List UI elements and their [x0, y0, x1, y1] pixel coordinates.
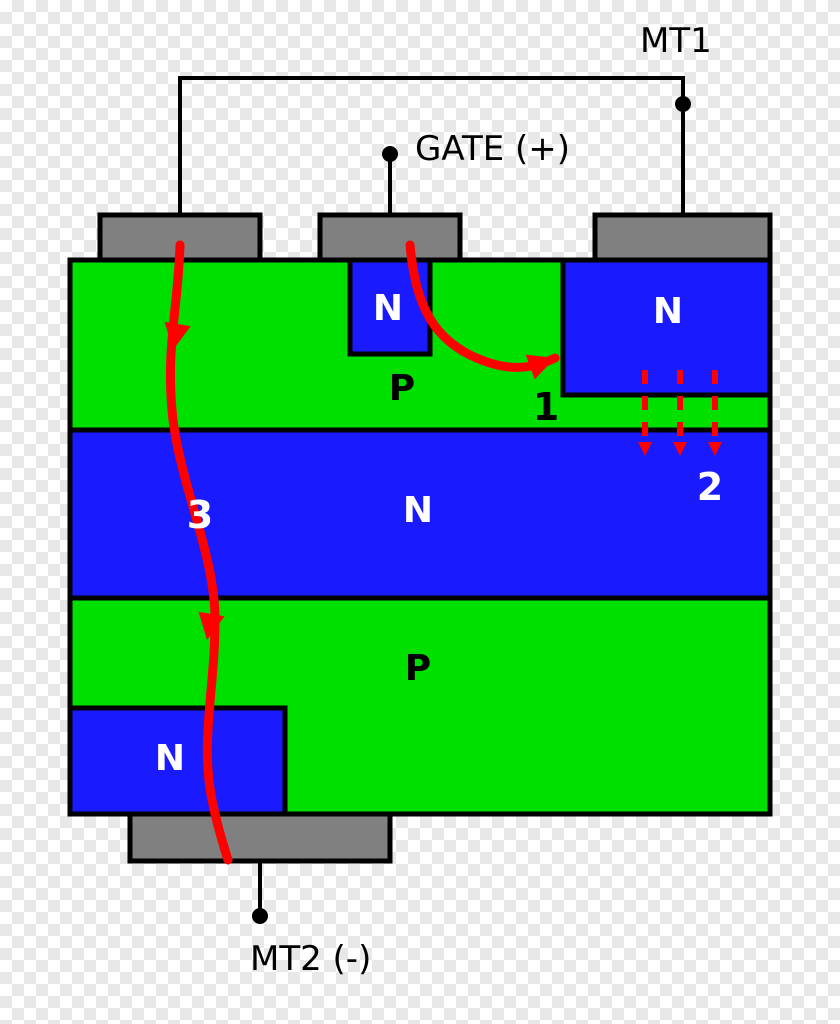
terminal-label-mt2: MT2 (-) [250, 939, 371, 979]
label-bot-p: P [405, 648, 431, 689]
contact-gate [320, 215, 460, 260]
contact-mt1 [595, 215, 770, 260]
label-mt1-n: N [653, 291, 683, 332]
terminal-dot-gate [382, 146, 398, 162]
terminal-dot-mt1 [675, 96, 691, 112]
terminal-label-gate: GATE (+) [415, 129, 570, 169]
triac-quadrant-diagram: NNNNPP123MT1GATE (+)MT2 (-) [0, 0, 840, 1024]
label-top-p: P [389, 368, 415, 409]
terminal-dot-mt2 [252, 908, 268, 924]
terminal-label-mt1: MT1 [640, 21, 712, 61]
label-mt2-n: N [155, 738, 185, 779]
step-1: 1 [533, 385, 559, 429]
label-gate-n: N [373, 288, 403, 329]
contact-mt2 [130, 814, 390, 861]
step-3: 3 [187, 493, 213, 537]
label-mid-n: N [403, 490, 433, 531]
step-2: 2 [697, 465, 723, 509]
